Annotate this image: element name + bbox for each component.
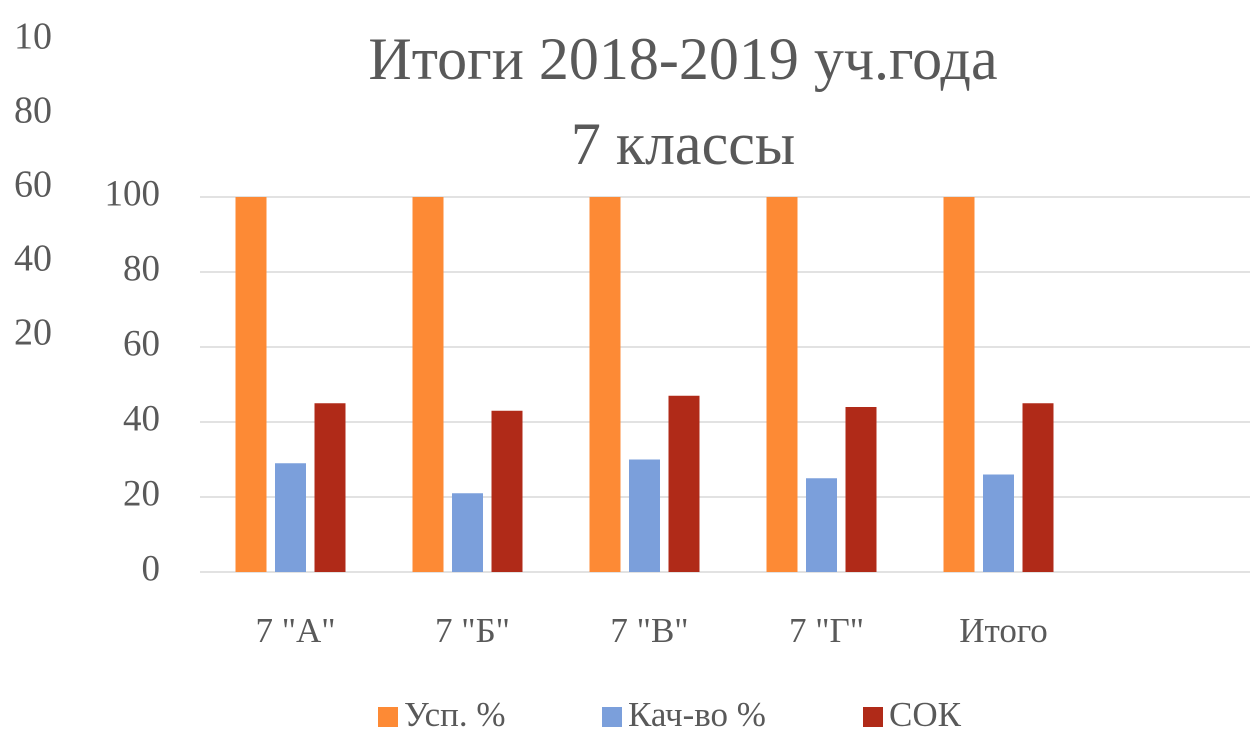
bar (668, 395, 700, 572)
x-tick-label: 7 "Г" (789, 611, 864, 650)
bar (943, 197, 975, 572)
bar (766, 197, 798, 572)
y-tick-label: 40 (14, 238, 52, 280)
y-tick-label: 100 (105, 173, 161, 214)
legend-swatch (863, 707, 883, 727)
bar (806, 478, 837, 572)
bar (235, 197, 267, 572)
bar (629, 459, 660, 572)
background-chart: 20 40 60 80 100 (14, 16, 71, 354)
bar (983, 474, 1014, 572)
legend-swatch (378, 707, 398, 727)
y-tick-label: 60 (14, 164, 52, 206)
bar (314, 403, 346, 572)
legend-label: Кач-во % (628, 695, 766, 734)
y-tick-label: 100 (14, 16, 71, 58)
y-tick-label: 20 (123, 473, 160, 514)
bar (412, 197, 444, 572)
bar (275, 463, 306, 572)
x-tick-label: 7 "Б" (435, 611, 510, 650)
legend-swatch (602, 707, 622, 727)
legend-label: СОК (889, 695, 962, 734)
x-tick-label: Итого (959, 611, 1048, 650)
y-tick-label: 80 (123, 248, 160, 289)
bar (845, 407, 877, 572)
y-tick-label: 60 (123, 323, 160, 364)
bar (589, 197, 621, 572)
y-tick-label: 0 (142, 548, 161, 589)
y-tick-label: 20 (14, 312, 52, 354)
bar (452, 493, 483, 572)
legend-label: Усп. % (404, 695, 506, 734)
y-tick-label: 80 (14, 90, 52, 132)
x-tick-label: 7 "А" (255, 611, 335, 650)
chart-title: Итоги 2018-2019 уч.года (368, 26, 997, 92)
x-tick-label: 7 "В" (610, 611, 688, 650)
y-tick-label: 40 (123, 398, 160, 439)
bar (491, 410, 523, 572)
chart-subtitle: 7 классы (571, 111, 795, 177)
bar (1022, 403, 1054, 572)
